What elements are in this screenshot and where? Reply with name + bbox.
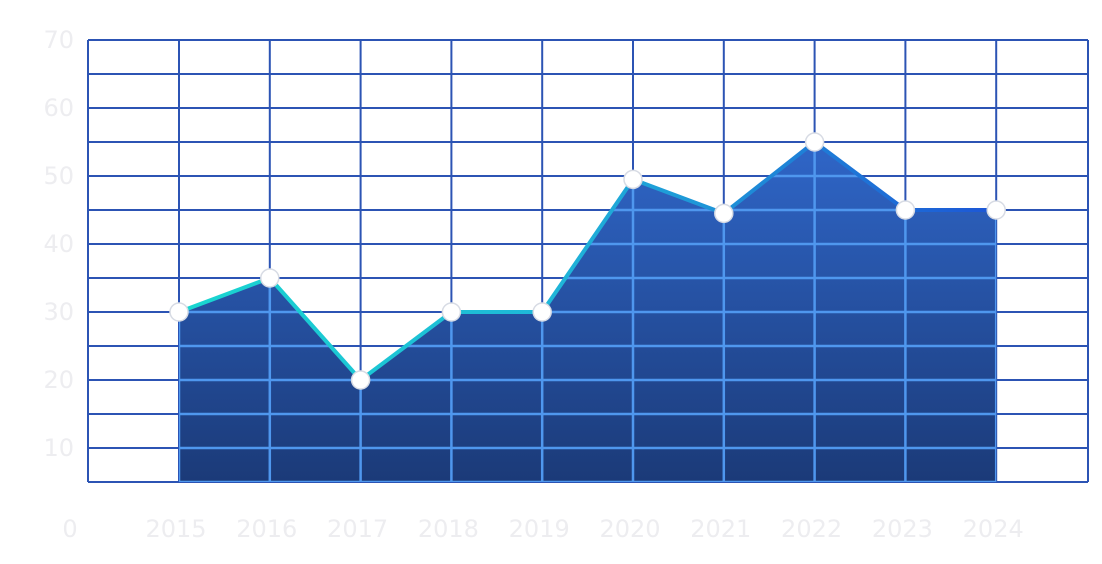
origin-label: 0 xyxy=(62,515,77,543)
data-point-2019 xyxy=(532,302,552,322)
data-point-2018 xyxy=(441,302,462,322)
y-axis-tick-labels: 10 20 30 40 50 60 70 0 xyxy=(43,26,77,543)
x-tick-label-2015: 2015 xyxy=(145,515,206,543)
x-tick-label-2020: 2020 xyxy=(599,515,660,543)
data-point-2023 xyxy=(895,200,916,220)
x-tick-label-2023: 2023 xyxy=(872,515,933,543)
y-tick-label: 70 xyxy=(43,26,74,54)
data-point-2024 xyxy=(986,200,1006,220)
data-point-2021 xyxy=(714,203,734,224)
y-tick-label: 60 xyxy=(43,94,74,122)
y-tick-label: 50 xyxy=(43,162,74,190)
data-point-2022 xyxy=(804,132,825,152)
series-line xyxy=(178,140,997,382)
x-tick-label-2019: 2019 xyxy=(509,515,570,543)
data-point-2017 xyxy=(350,370,371,390)
data-point-2015 xyxy=(169,302,189,322)
y-tick-label: 20 xyxy=(43,366,74,394)
y-tick-label: 30 xyxy=(43,298,74,326)
x-tick-label-2022: 2022 xyxy=(781,515,842,543)
x-tick-label-2017: 2017 xyxy=(327,515,388,543)
y-tick-label: 40 xyxy=(43,230,74,258)
x-tick-label-2024: 2024 xyxy=(963,515,1024,543)
x-tick-label-2018: 2018 xyxy=(418,515,479,543)
y-tick-label: 10 xyxy=(43,434,74,462)
markers xyxy=(169,132,1006,390)
x-axis-tick-labels: 2015 2016 2017 2018 2019 2020 2021 2022 2023 2024 xyxy=(145,515,1023,543)
data-point-2020 xyxy=(623,169,643,190)
data-point-2016 xyxy=(260,268,280,288)
x-tick-label-2016: 2016 xyxy=(236,515,297,543)
x-tick-label-2021: 2021 xyxy=(690,515,751,543)
